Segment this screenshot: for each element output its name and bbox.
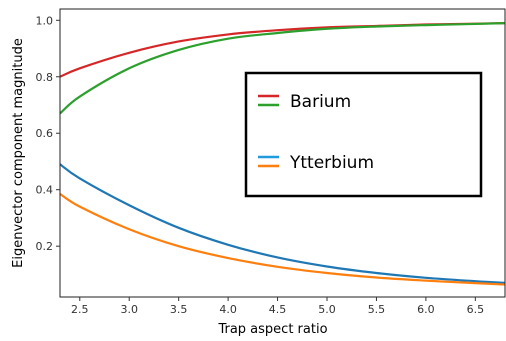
x-tick-label: 5.5 bbox=[368, 303, 386, 316]
x-tick-label: 3.0 bbox=[120, 303, 138, 316]
y-axis-ticks: 0.2 0.4 0.6 0.8 1.0 bbox=[36, 14, 60, 253]
legend-box bbox=[244, 71, 483, 198]
series-line-3 bbox=[59, 163, 506, 284]
legend-label: Ytterbium bbox=[289, 153, 374, 173]
x-tick-label: 6.0 bbox=[417, 303, 435, 316]
x-axis-ticks: 2.5 3.0 3.5 4.0 4.5 5.0 5.5 6.0 6.5 bbox=[71, 297, 484, 316]
y-axis-label: Eigenvector component magnitude bbox=[11, 38, 26, 268]
y-tick-label: 0.8 bbox=[36, 71, 54, 84]
legend-label: Barium bbox=[290, 92, 351, 112]
x-axis-label: Trap aspect ratio bbox=[217, 322, 327, 337]
x-tick-label: 2.5 bbox=[71, 303, 89, 316]
x-tick-label: 5.0 bbox=[318, 303, 336, 316]
plot-frame bbox=[59, 8, 506, 298]
y-tick-label: 0.4 bbox=[36, 184, 54, 197]
x-tick-label: 6.5 bbox=[467, 303, 485, 316]
y-tick-label: 1.0 bbox=[36, 14, 54, 27]
y-tick-label: 0.6 bbox=[36, 127, 54, 140]
x-tick-label: 4.0 bbox=[219, 303, 237, 316]
x-tick-label: 3.5 bbox=[170, 303, 188, 316]
series-line-4 bbox=[59, 193, 506, 286]
x-tick-label: 4.5 bbox=[269, 303, 287, 316]
series-layer bbox=[59, 22, 506, 286]
series-line-2 bbox=[59, 22, 506, 115]
y-tick-label: 0.2 bbox=[36, 240, 54, 253]
legend: Barium Ytterbium bbox=[244, 71, 483, 198]
